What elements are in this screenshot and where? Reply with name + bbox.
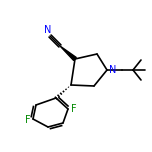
Polygon shape [60,46,76,60]
Text: F: F [25,115,31,125]
Text: N: N [44,25,52,35]
Text: N: N [109,65,116,75]
Text: F: F [71,104,77,114]
